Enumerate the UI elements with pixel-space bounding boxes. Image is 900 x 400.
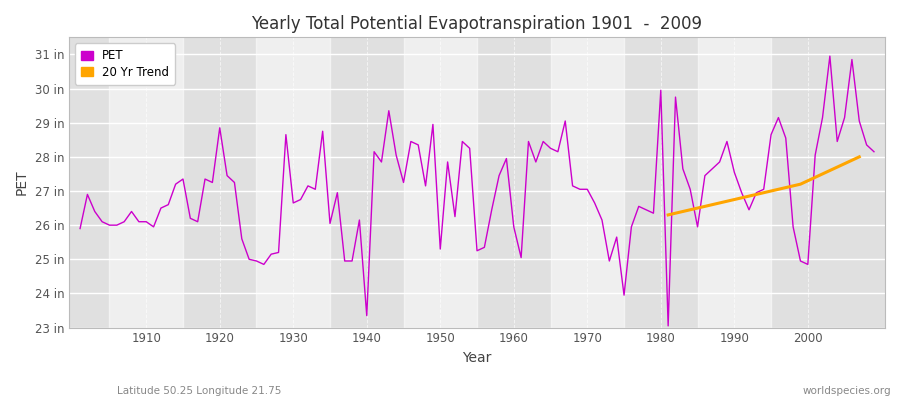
Y-axis label: PET: PET [15, 170, 29, 195]
Legend: PET, 20 Yr Trend: PET, 20 Yr Trend [75, 43, 175, 84]
Bar [256, 37, 330, 328]
X-axis label: Year: Year [463, 351, 491, 365]
Bar [551, 37, 624, 328]
Text: Latitude 50.25 Longitude 21.75: Latitude 50.25 Longitude 21.75 [117, 386, 282, 396]
Bar [698, 37, 771, 328]
Text: worldspecies.org: worldspecies.org [803, 386, 891, 396]
Bar [403, 37, 477, 328]
Bar [110, 37, 183, 328]
Title: Yearly Total Potential Evapotranspiration 1901  -  2009: Yearly Total Potential Evapotranspiratio… [251, 15, 703, 33]
